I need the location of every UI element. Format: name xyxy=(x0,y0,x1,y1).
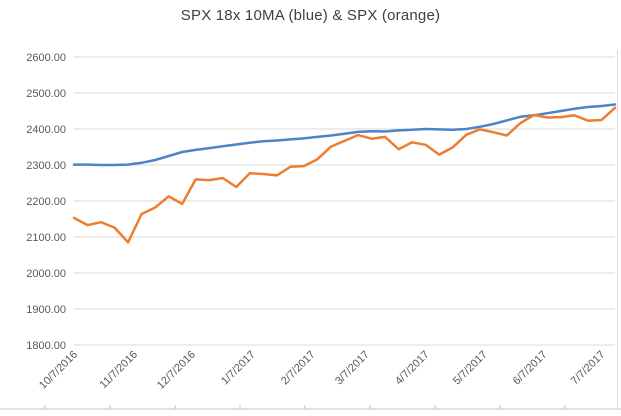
x-axis-label: 6/7/2017 xyxy=(511,349,550,388)
x-axis-label: 12/7/2016 xyxy=(155,349,198,392)
y-axis-label: 1800.00 xyxy=(26,340,66,352)
series-line-spx xyxy=(72,106,617,244)
x-axis-label: 1/7/2017 xyxy=(219,349,258,388)
x-axis-label: 3/7/2017 xyxy=(333,349,372,388)
y-axis-label: 1900.00 xyxy=(26,304,66,316)
y-axis-label: 2300.00 xyxy=(26,160,66,172)
x-axis-label: 11/7/2016 xyxy=(98,349,141,392)
x-axis-label: 2/7/2017 xyxy=(279,349,318,388)
y-axis-label: 2400.00 xyxy=(26,124,66,136)
y-axis-label: 2100.00 xyxy=(26,232,66,244)
y-axis-label: 2200.00 xyxy=(26,196,66,208)
x-axis-label: 5/7/2017 xyxy=(451,349,490,388)
series-line-spx-18x-10ma xyxy=(72,103,617,167)
y-axis-label: 2600.00 xyxy=(26,52,66,64)
x-axis-label: 10/7/2016 xyxy=(37,349,80,392)
y-axis-label: 2500.00 xyxy=(26,88,66,100)
y-axis-label: 2000.00 xyxy=(26,268,66,280)
x-axis-label: 4/7/2017 xyxy=(393,349,432,388)
x-axis-label: 7/7/2017 xyxy=(569,349,608,388)
chart-title: SPX 18x 10MA (blue) & SPX (orange) xyxy=(180,7,441,24)
